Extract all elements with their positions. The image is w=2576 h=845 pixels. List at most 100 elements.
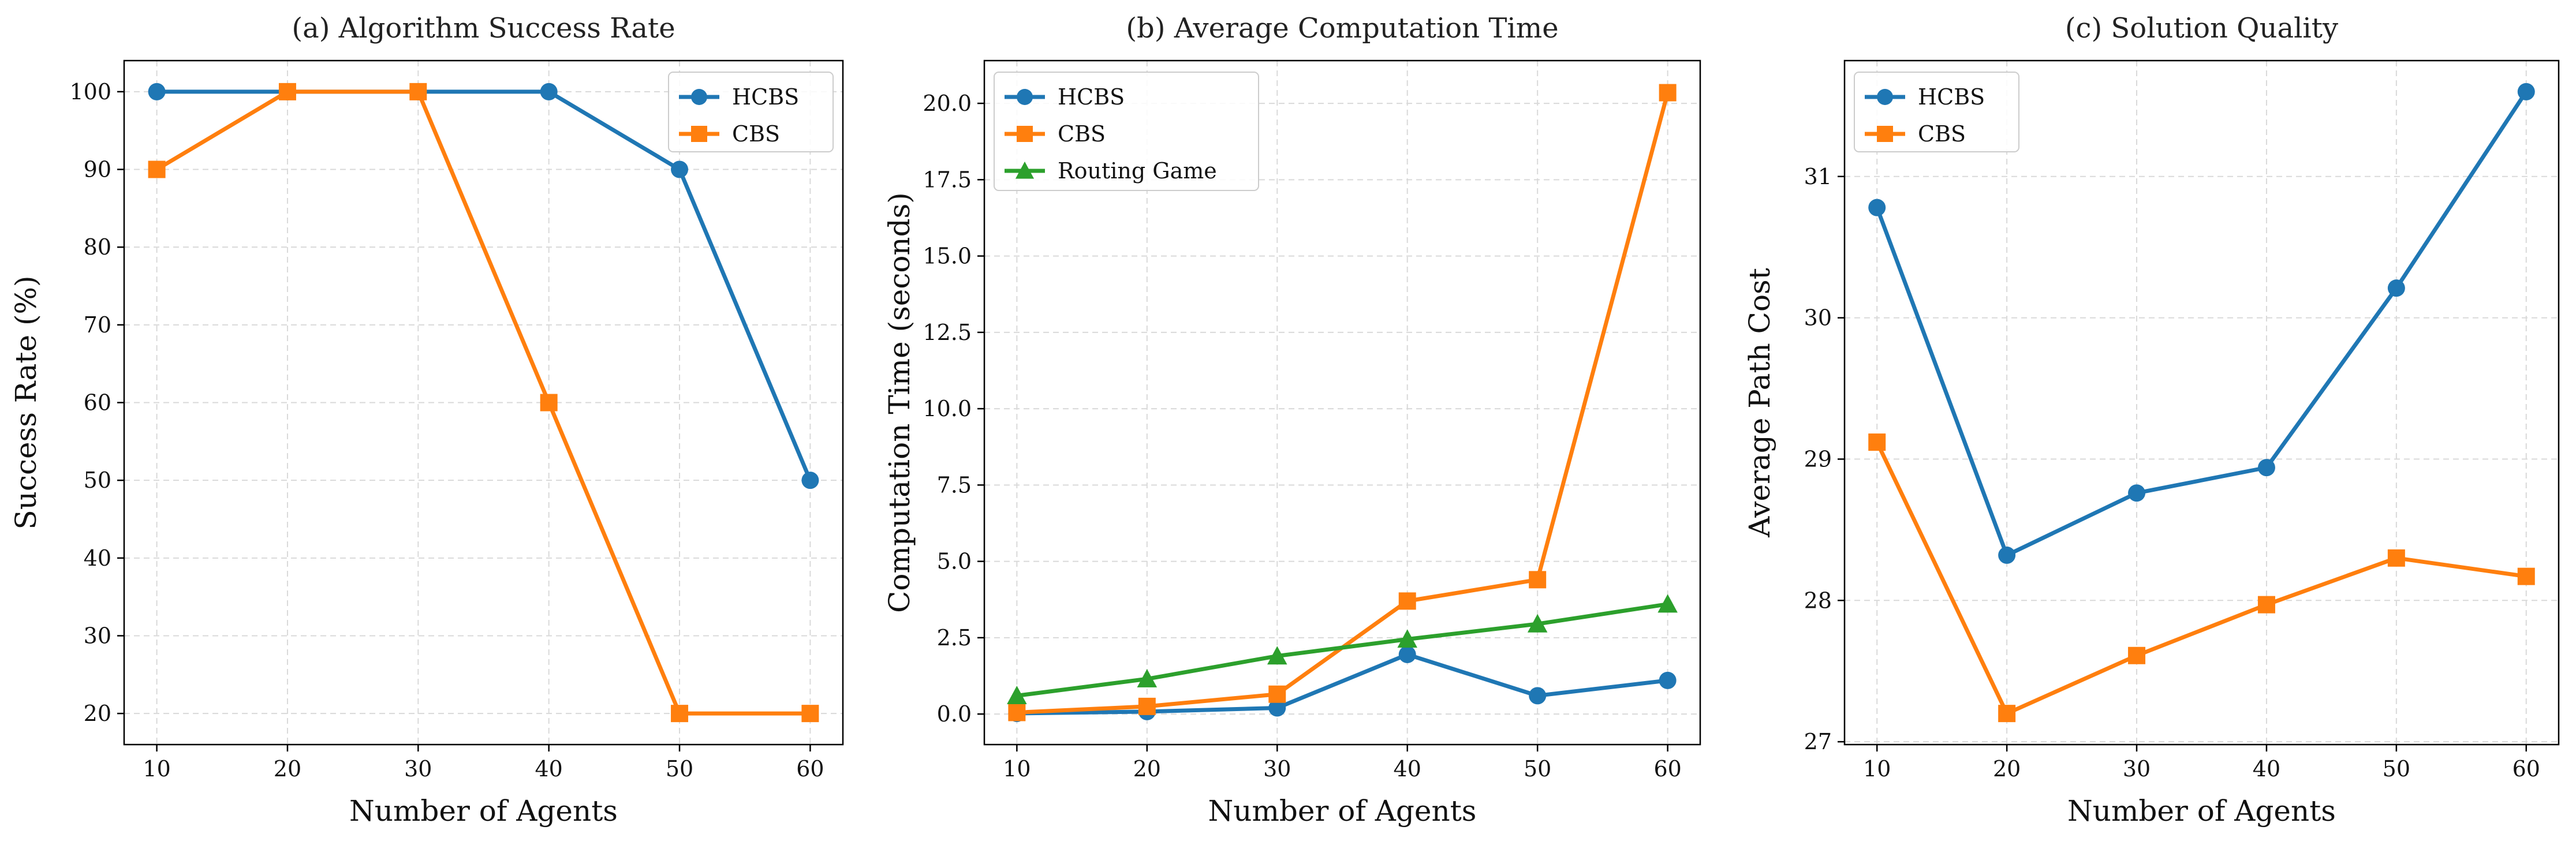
chart-b-series-1-point-0 — [1008, 704, 1026, 721]
chart-a-series-1 — [148, 83, 819, 723]
chart-c-series-0-point-3 — [2257, 459, 2275, 477]
chart-b-frame — [983, 59, 1701, 746]
chart-c-ytick-label-1: 28 — [1804, 588, 1832, 613]
chart-b-legend-marker-2 — [1015, 161, 1035, 179]
chart-a-legend: HCBS CBS — [668, 72, 834, 152]
chart-b-legend-marker-1 — [1017, 126, 1033, 142]
chart-b-legend-label-0: HCBS — [1058, 84, 1125, 110]
chart-c-legend-marker-1 — [1877, 126, 1893, 142]
chart-b-xtick-label-2: 30 — [1263, 756, 1291, 782]
chart-b-xtick-label-4: 50 — [1524, 756, 1551, 782]
chart-b-legend-box — [994, 72, 1259, 191]
chart-a-legend-label-0: HCBS — [732, 84, 799, 110]
chart-b-series-2-point-4 — [1527, 614, 1548, 633]
chart-c-xtick-label-3: 40 — [2253, 756, 2280, 782]
chart-a-ytick-label-0: 20 — [84, 701, 111, 726]
chart-b-series-1-point-5 — [1659, 84, 1677, 102]
chart-c-xtick-label-1: 20 — [1993, 756, 2021, 782]
chart-b-series-2-point-5 — [1657, 594, 1678, 613]
chart-a-ytick-label-1: 30 — [84, 623, 111, 648]
chart-a-xtick-label-0: 10 — [143, 756, 170, 782]
chart-b-series-2-point-0 — [1007, 686, 1027, 705]
chart-c-series-0-point-0 — [1868, 199, 1886, 216]
chart-c-series-0-point-4 — [2387, 279, 2405, 297]
chart-a: 10 20 30 40 50 60 20 30 40 50 60 70 80 90 100 (a) Algor… — [9, 12, 844, 828]
chart-a-series-1-point-1 — [278, 83, 296, 100]
chart-c-ytick-label-3: 30 — [1804, 305, 1832, 331]
chart-c-frame — [1843, 59, 2560, 746]
chart-b-series-2-point-3 — [1397, 629, 1417, 648]
chart-b-ytick-label-0: 0.0 — [937, 701, 972, 727]
chart-c: 10 20 30 40 50 60 27 28 29 30 31 (c) Solution Quali… — [1743, 12, 2560, 828]
chart-a-ytick-label-6: 80 — [84, 234, 111, 260]
chart-c-series-1-point-2 — [2128, 646, 2146, 664]
chart-b-series-2-point-2 — [1267, 646, 1287, 665]
chart-c-series-1-line — [1875, 440, 2529, 716]
chart-b-legend-label-1: CBS — [1058, 121, 1106, 147]
chart-b-ytick-label-2: 5.0 — [937, 549, 972, 574]
chart-a-series-0-point-3 — [540, 83, 558, 100]
chart-b-ytick-label-1: 2.5 — [937, 625, 972, 650]
chart-c-xtick-label-5: 60 — [2512, 756, 2540, 782]
chart-c-ytick-label-4: 31 — [1804, 164, 1832, 189]
chart-b-series-1-point-1 — [1138, 697, 1156, 715]
chart-c-legend-label-0: HCBS — [1918, 84, 1985, 110]
chart-a-series-1-line — [155, 89, 812, 716]
chart-a-title: (a) Algorithm Success Rate — [292, 12, 675, 44]
chart-b-xtick-label-1: 20 — [1133, 756, 1161, 782]
chart-c-legend-label-1: CBS — [1918, 121, 1966, 147]
chart-b-series-0-point-4 — [1529, 687, 1547, 705]
chart-b-series-0-point-5 — [1659, 671, 1677, 689]
chart-b-series-2-point-1 — [1137, 669, 1158, 687]
chart-b-series-2-line — [1014, 602, 1670, 698]
chart-a-series-1-point-2 — [409, 83, 427, 100]
chart-a-xlabel: Number of Agents — [349, 794, 618, 828]
chart-a-series-1-point-4 — [671, 705, 689, 723]
chart-b-series-0-point-3 — [1398, 645, 1416, 663]
chart-a-series-0-point-5 — [801, 472, 819, 489]
chart-a-series-0-point-4 — [671, 160, 689, 178]
chart-b-series-0-line — [1014, 652, 1670, 716]
chart-a-legend-marker-0 — [691, 89, 707, 105]
chart-b: 10 20 30 40 50 60 0.0 2.5 5.0 7.5 10.0 12.5 15.0 17.5… — [883, 12, 1701, 828]
chart-a-ytick-label-5: 70 — [84, 312, 111, 338]
chart-c-series-1-point-5 — [2517, 567, 2535, 585]
chart-a-series-0-line — [155, 89, 812, 483]
chart-b-legend-marker-0 — [1017, 89, 1033, 105]
chart-c-series-1-point-3 — [2257, 596, 2275, 614]
chart-c-series-0-point-5 — [2517, 83, 2535, 100]
chart-b-series-0 — [1008, 645, 1677, 723]
chart-a-ylabel: Success Rate (%) — [9, 276, 43, 530]
chart-a-xtick-label-5: 60 — [796, 756, 824, 782]
chart-b-series-1-point-3 — [1398, 592, 1416, 610]
chart-a-series-1-point-3 — [540, 394, 558, 412]
chart-c-series-1-point-0 — [1868, 433, 1886, 451]
chart-b-ytick-label-7: 17.5 — [923, 167, 972, 192]
chart-a-series-0-point-0 — [148, 83, 166, 100]
chart-a-xtick-label-3: 40 — [535, 756, 563, 782]
chart-a-series-1-point-0 — [148, 160, 166, 178]
chart-c-xtick-label-0: 10 — [1863, 756, 1891, 782]
chart-a-legend-marker-1 — [691, 126, 707, 142]
chart-a-ytick-label-2: 40 — [84, 545, 111, 571]
chart-b-title: (b) Average Computation Time — [1126, 12, 1558, 44]
chart-c-series-0-point-2 — [2128, 484, 2146, 502]
chart-b-series-1-point-2 — [1268, 685, 1286, 703]
chart-b-ylabel: Computation Time (seconds) — [883, 192, 916, 613]
chart-b-series-0-point-2 — [1268, 699, 1286, 717]
chart-a-xtick-label-4: 50 — [666, 756, 693, 782]
chart-c-xlabel: Number of Agents — [2067, 794, 2336, 828]
chart-c-ylabel: Average Path Cost — [1743, 268, 1776, 538]
chart-c-series-1-point-1 — [1998, 705, 2016, 723]
chart-b-series-2 — [1007, 594, 1678, 705]
chart-b-ytick-label-8: 20.0 — [923, 91, 972, 116]
chart-b-series-1-point-4 — [1529, 571, 1547, 589]
chart-c-ytick-label-2: 29 — [1804, 446, 1832, 472]
chart-c-legend: HCBS CBS — [1854, 72, 2019, 152]
chart-c-series-0-point-1 — [1998, 546, 2016, 564]
chart-b-ytick-label-6: 15.0 — [923, 244, 972, 269]
chart-c-ytick-label-0: 27 — [1804, 729, 1832, 754]
chart-b-xtick-label-3: 40 — [1394, 756, 1421, 782]
chart-b-xtick-label-0: 10 — [1003, 756, 1031, 782]
